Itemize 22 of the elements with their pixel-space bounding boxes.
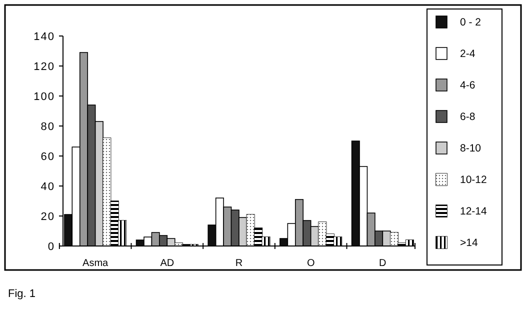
x-tick-label: Asma — [82, 258, 109, 269]
x-tick-label: R — [235, 258, 243, 269]
legend-label: >14 — [460, 237, 478, 250]
y-tick-label: 120 — [34, 60, 55, 73]
legend-label: 12-14 — [460, 206, 488, 218]
y-tick-label: 40 — [40, 180, 55, 193]
legend-label: 6-8 — [460, 111, 476, 124]
y-tick-label: 100 — [34, 90, 55, 103]
caption: Fig. 1 — [8, 288, 36, 300]
x-tick-label: AD — [160, 258, 174, 269]
y-tick-label: 60 — [40, 150, 55, 163]
y-tick-label: 0 — [48, 240, 55, 253]
legend-label: 8-10 — [460, 142, 482, 155]
y-tick-label: 80 — [40, 120, 55, 133]
legend-label: 2-4 — [460, 48, 476, 60]
legend-label: 10-12 — [460, 174, 488, 186]
legend-label: 0 - 2 — [460, 16, 482, 29]
legend-label: 4-6 — [460, 80, 476, 92]
y-tick-label: 20 — [40, 210, 55, 223]
x-tick-label: D — [379, 258, 386, 269]
x-tick-label: O — [306, 258, 315, 269]
y-tick-label: 140 — [34, 30, 55, 43]
